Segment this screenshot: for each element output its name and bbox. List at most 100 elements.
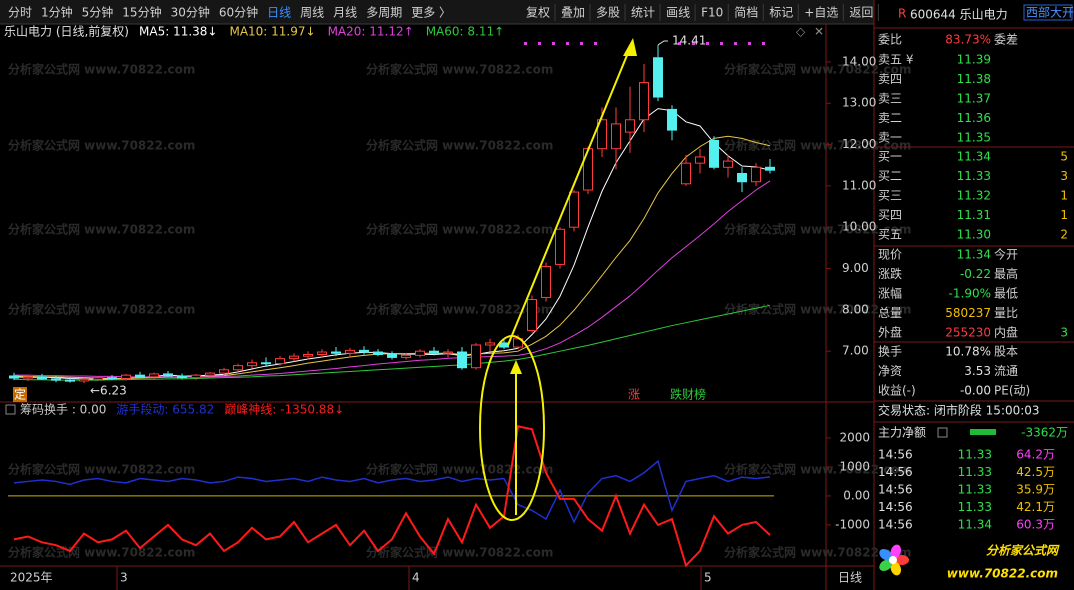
period-tab[interactable]: 30分钟 <box>171 5 210 20</box>
trade-volume: 42.1万 <box>1016 500 1055 514</box>
period-tab[interactable]: 日线 <box>267 6 291 20</box>
candle-body <box>751 166 761 183</box>
stat-label: 涨跌 <box>878 266 902 281</box>
y-tick-label: 12.00 <box>842 137 876 151</box>
trade-volume: 60.3万 <box>1016 518 1055 532</box>
stat-label: 股本 <box>994 345 1018 359</box>
candle-body <box>247 362 257 367</box>
ratio-label: 委比 <box>878 33 902 47</box>
candle-body <box>723 160 733 168</box>
candle-body <box>527 299 537 332</box>
watermark: 分析家公式网 www.70822.com <box>724 138 911 153</box>
signal-dot <box>678 42 681 45</box>
signal-dot <box>748 42 751 45</box>
bid-volume: 3 <box>1060 169 1068 183</box>
signal-dot <box>706 42 709 45</box>
candle-body <box>275 358 285 365</box>
flow-label: 主力净额 <box>878 426 926 440</box>
period-tab[interactable]: 周线 <box>300 6 324 20</box>
tool-button[interactable]: 标记 <box>769 6 793 20</box>
candle-body <box>429 350 439 354</box>
y-tick-label: 7.00 <box>842 344 869 358</box>
trade-time: 14:56 <box>878 448 913 462</box>
chart-title: 乐山电力 (日线,前复权) <box>4 24 129 39</box>
bid-label: 买一 <box>878 150 902 164</box>
logo-petal <box>895 555 909 565</box>
tool-button[interactable]: 画线 <box>666 6 690 20</box>
candle-body <box>9 375 19 379</box>
watermark: 分析家公式网 www.70822.com <box>8 302 195 317</box>
candle-body <box>205 372 215 376</box>
candle-body <box>569 191 579 228</box>
bid-label: 买三 <box>878 189 902 203</box>
candle-body <box>51 378 61 381</box>
watermark: 分析家公式网 www.70822.com <box>724 222 911 237</box>
tool-button[interactable]: 叠加 <box>561 6 585 20</box>
stat-label: 今开 <box>994 247 1018 262</box>
tool-button[interactable]: 统计 <box>631 6 655 20</box>
period-tab[interactable]: 更多 〉 <box>411 6 451 20</box>
candle-body <box>317 351 327 355</box>
ask-price: 11.36 <box>957 111 991 125</box>
logo-url: www.70822.com <box>947 567 1058 581</box>
period-tab[interactable]: 60分钟 <box>219 5 258 20</box>
x-tick-label: 5 <box>704 571 712 585</box>
legend-entry: MA60: 8.11↑ <box>426 25 504 39</box>
candle-body <box>765 166 775 171</box>
bid-label: 买四 <box>878 208 902 222</box>
ask-label: 卖一 <box>878 131 902 145</box>
stat-label: 最低 <box>994 287 1018 301</box>
logo-petal <box>890 544 902 559</box>
stat-value: 3.53 <box>964 364 991 378</box>
watermark: 分析家公式网 www.70822.com <box>724 62 911 77</box>
candle-body <box>107 377 117 380</box>
trade-time: 14:56 <box>878 465 913 479</box>
signal-dot <box>720 42 723 45</box>
y-tick-label: 11.00 <box>842 178 876 192</box>
stat-label: 涨幅 <box>878 286 902 301</box>
tool-button[interactable]: 复权 <box>526 6 550 20</box>
ask-price: 11.37 <box>957 92 991 106</box>
period-tab[interactable]: 5分钟 <box>82 5 114 20</box>
tool-button[interactable]: +自选 <box>804 6 838 20</box>
candle-body <box>555 228 565 265</box>
candle-body <box>79 378 89 382</box>
signal-dot <box>762 42 765 45</box>
tool-button[interactable]: 简档 <box>734 6 758 20</box>
stat-label: 内盘 <box>994 325 1018 340</box>
period-tab[interactable]: 分时 <box>8 6 32 20</box>
period-tab[interactable]: 月线 <box>333 6 357 20</box>
indicator-chart: 2000 1000 0.00 -1000 筹码换手 : 0.00 游手段动: 655.82… <box>5 402 870 568</box>
candle-body <box>289 355 299 360</box>
period-tab[interactable]: 多周期 <box>366 6 402 20</box>
fix-annotation: 定 <box>14 387 26 402</box>
signal-dot <box>524 42 527 45</box>
tool-button[interactable]: F10 <box>701 6 723 20</box>
legend-entry: 游手段动: 655.82 <box>116 402 214 417</box>
candle-body <box>121 374 131 379</box>
stat-label: 收益(-) <box>878 384 916 398</box>
signal-dot <box>594 42 597 45</box>
tool-button[interactable]: 返回 <box>849 6 873 20</box>
trade-volume: 64.2万 <box>1016 448 1055 462</box>
logo-petal <box>879 559 893 572</box>
rise-annotation: 涨 <box>628 387 640 402</box>
period-label: 日线 <box>838 571 862 585</box>
legend-entry: MA20: 11.12↑ <box>328 25 414 39</box>
tool-button[interactable]: 多股 <box>596 6 620 20</box>
ask-label: 卖三 <box>878 92 902 106</box>
legend-icon <box>5 404 16 415</box>
y-tick-label: -1000 <box>835 517 870 531</box>
candle-body <box>177 375 187 379</box>
trade-price: 11.33 <box>958 448 992 462</box>
period-tab[interactable]: 15分钟 <box>122 5 161 20</box>
stat-value: -0.22 <box>960 267 991 281</box>
candle-body <box>65 379 75 382</box>
candle-body <box>471 344 481 369</box>
tag: 西部大开 <box>1026 5 1074 20</box>
stat-label: 量比 <box>994 306 1018 320</box>
period-tab[interactable]: 1分钟 <box>41 5 73 20</box>
candle-body <box>345 349 355 354</box>
